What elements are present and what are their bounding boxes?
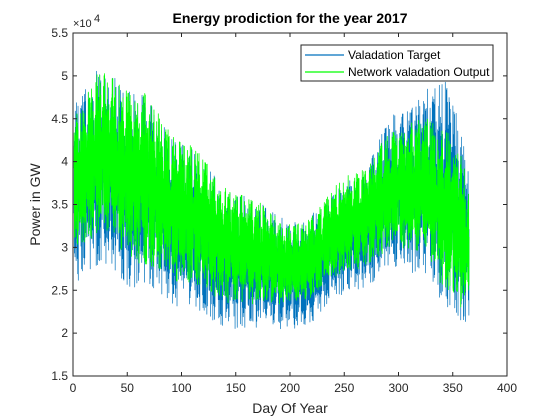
y-tick-label: 1.5 <box>51 369 68 383</box>
x-tick-label: 200 <box>280 381 300 395</box>
y-tick-label: 4 <box>61 155 68 169</box>
y-tick-label: 5 <box>61 69 68 83</box>
y-exponent-power: 4 <box>94 13 100 25</box>
y-tick-label: 2.5 <box>51 283 68 297</box>
series-layer <box>73 70 470 330</box>
ticks-layer: 0 50 100 150 200 250 300 350 400 1.5 2 2.5 3 3.5 4 4.5 5… <box>51 26 517 395</box>
legend-label-network-output: Network valadation Output <box>348 65 490 79</box>
y-tick-label: 5.5 <box>51 26 68 40</box>
chart-title: Energy prodiction for the year 2017 <box>173 10 408 26</box>
x-tick-label: 150 <box>226 381 246 395</box>
y-axis-label: Power in GW <box>27 162 43 245</box>
legend: Valadation Target Network valadation Out… <box>300 44 494 82</box>
y-tick-label: 3.5 <box>51 198 68 212</box>
series-line-network-output <box>73 73 470 308</box>
x-tick-label: 400 <box>497 381 517 395</box>
y-tick-label: 2 <box>61 326 68 340</box>
x-tick-label: 350 <box>443 381 463 395</box>
x-tick-label: 300 <box>388 381 408 395</box>
x-axis-label: Day Of Year <box>252 400 328 416</box>
y-tick-label: 4.5 <box>51 112 68 126</box>
y-tick-label: 3 <box>61 240 68 254</box>
x-tick-label: 100 <box>171 381 191 395</box>
legend-box <box>300 44 494 82</box>
y-exponent-base: ×10 <box>73 18 92 30</box>
x-tick-label: 250 <box>334 381 354 395</box>
legend-label-validation-target: Valadation Target <box>348 48 441 62</box>
x-tick-label: 50 <box>121 381 135 395</box>
x-tick-label: 0 <box>70 381 77 395</box>
